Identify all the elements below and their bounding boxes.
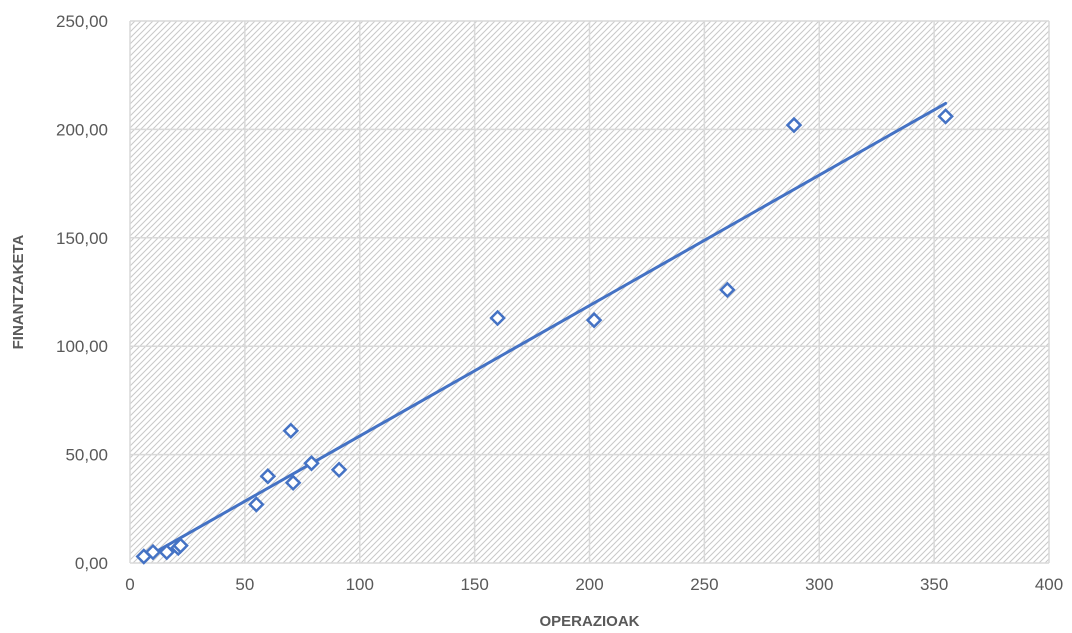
x-tick-label: 350 xyxy=(920,575,948,594)
x-tick-label: 250 xyxy=(690,575,718,594)
x-tick-label: 0 xyxy=(125,575,134,594)
data-point xyxy=(282,422,300,440)
data-point xyxy=(259,468,277,485)
y-tick-label: 50,00 xyxy=(65,446,108,465)
y-tick-label: 250,00 xyxy=(56,12,108,31)
trendline xyxy=(142,101,948,561)
x-tick-label: 300 xyxy=(805,575,833,594)
data-points xyxy=(135,108,954,565)
x-tick-label: 200 xyxy=(575,575,603,594)
data-point xyxy=(489,309,506,327)
data-point xyxy=(144,543,162,561)
data-point xyxy=(158,543,176,561)
x-tick-label: 150 xyxy=(460,575,488,594)
y-tick-label: 150,00 xyxy=(56,229,108,248)
y-tick-label: 100,00 xyxy=(56,337,108,356)
x-tick-label: 400 xyxy=(1035,575,1063,594)
data-point xyxy=(585,311,603,329)
x-axis-tick-labels: 0 50 100 150 200 250 300 350 400 xyxy=(125,575,1063,594)
y-tick-label: 0,00 xyxy=(75,554,108,573)
y-tick-label: 200,00 xyxy=(56,120,108,139)
data-point xyxy=(172,537,189,554)
x-axis-title: OPERAZIOAK xyxy=(539,613,639,630)
y-axis-tick-labels: 0,00 50,00 100,00 150,00 200,00 250,00 xyxy=(56,12,108,573)
y-axis-title: FINANTZAKETA xyxy=(10,234,27,349)
x-tick-label: 50 xyxy=(235,575,254,594)
data-point xyxy=(330,461,348,479)
x-tick-label: 100 xyxy=(346,575,374,594)
data-point xyxy=(719,281,736,299)
data-point xyxy=(303,455,320,472)
data-point xyxy=(284,474,302,492)
data-point xyxy=(937,108,954,125)
data-point xyxy=(785,116,803,134)
trendline-layer xyxy=(142,101,948,561)
data-point xyxy=(248,496,265,513)
